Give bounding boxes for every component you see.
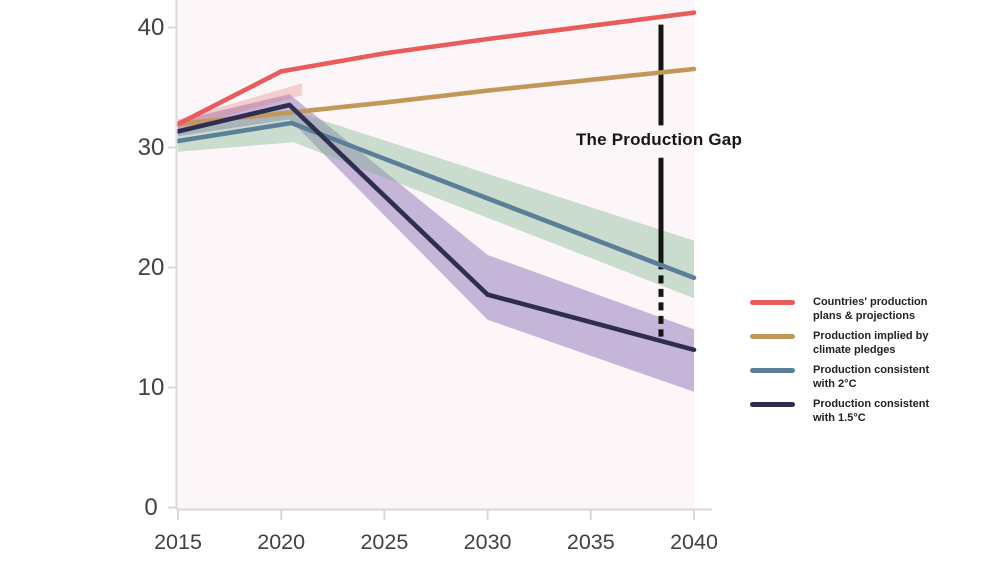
legend-label-line: climate pledges bbox=[813, 343, 896, 356]
x-tick-label: 2040 bbox=[670, 530, 718, 554]
x-tick-label: 2025 bbox=[360, 530, 408, 554]
2c-line-swatch bbox=[750, 368, 795, 373]
x-tick-label: 2035 bbox=[567, 530, 615, 554]
legend-label-line: Production implied by bbox=[813, 330, 929, 342]
band-plans-range bbox=[178, 83, 302, 129]
legend-item-pledges: Production implied by climate pledges bbox=[750, 330, 929, 357]
1p5c-line-swatch bbox=[750, 402, 795, 407]
x-tick-label: 2030 bbox=[464, 530, 512, 554]
y-tick-label: 30 bbox=[138, 134, 165, 161]
legend-label-line: Countries' production bbox=[813, 296, 928, 308]
production-gap-annotation: The Production Gap bbox=[575, 130, 743, 149]
legend-label-line: with 2°C bbox=[813, 377, 857, 390]
series-line-1p5c bbox=[175, 102, 697, 353]
band-2c-range bbox=[178, 111, 694, 299]
legend-label-plans: Countries' production plans & projections bbox=[813, 296, 927, 323]
legend-label-line: with 1.5°C bbox=[813, 411, 866, 424]
legend-label-1p5c: Production consistent with 1.5°C bbox=[813, 398, 929, 425]
legend-label-line: Production consistent bbox=[813, 364, 930, 376]
legend: Countries' production plans & projections… bbox=[750, 296, 929, 425]
x-tick-label: 2015 bbox=[154, 530, 202, 554]
legend-item-2c: Production consistent with 2°C bbox=[750, 364, 929, 391]
pledges-line-swatch bbox=[750, 334, 795, 339]
series-line-2c bbox=[175, 120, 697, 281]
y-tick-label: 20 bbox=[138, 254, 165, 281]
plot-area bbox=[176, 0, 695, 509]
y-tick-label: 0 bbox=[144, 494, 157, 521]
legend-item-plans: Countries' production plans & projections bbox=[750, 296, 929, 323]
legend-label-line: plans & projections bbox=[813, 309, 916, 322]
legend-label-2c: Production consistent with 2°C bbox=[813, 364, 929, 391]
series-line-pledges bbox=[175, 66, 697, 127]
y-tick-label: 40 bbox=[138, 14, 165, 41]
legend-label-line: Production consistent bbox=[813, 398, 930, 410]
series-line-plans bbox=[175, 10, 697, 127]
legend-label-pledges: Production implied by climate pledges bbox=[813, 330, 929, 357]
legend-item-1p5c: Production consistent with 1.5°C bbox=[750, 398, 929, 425]
x-tick-label: 2020 bbox=[257, 530, 305, 554]
plans-line-swatch bbox=[750, 300, 795, 305]
y-tick-label: 10 bbox=[138, 374, 165, 401]
